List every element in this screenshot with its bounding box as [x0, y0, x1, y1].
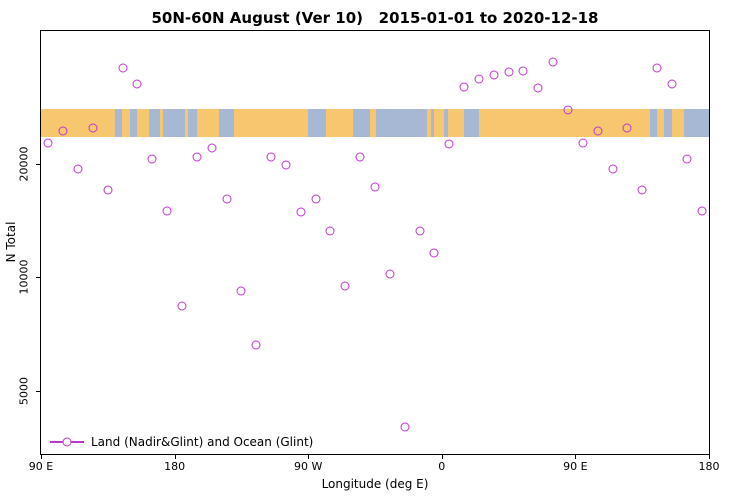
plot-area: Land (Nadir&Glint) and Ocean (Glint) 90 … — [18, 30, 720, 473]
data-point — [533, 83, 543, 93]
data-point — [489, 70, 499, 80]
y-tick-label: 10000 — [17, 259, 31, 295]
data-point — [667, 79, 677, 89]
data-point — [400, 422, 410, 432]
land-segment — [196, 108, 220, 138]
data-point — [459, 82, 469, 92]
data-point — [652, 63, 662, 73]
legend-marker-icon — [50, 437, 84, 448]
x-tick — [308, 454, 310, 459]
legend-label: Land (Nadir&Glint) and Ocean (Glint) — [91, 435, 314, 449]
data-point — [73, 164, 83, 174]
y-tick-label: 20000 — [17, 146, 31, 182]
data-point — [415, 226, 425, 236]
x-tick — [709, 454, 710, 459]
y-tick — [36, 163, 41, 165]
data-point — [474, 74, 484, 84]
x-tick-label: 0 — [438, 460, 446, 473]
x-tick — [575, 454, 577, 459]
map-band — [41, 108, 709, 138]
data-point — [281, 160, 291, 170]
x-axis-title: Longitude (deg E) — [321, 477, 429, 491]
land-segment — [184, 108, 188, 138]
data-point — [311, 194, 321, 204]
data-point — [340, 281, 350, 291]
data-point — [103, 185, 113, 195]
data-point — [118, 63, 128, 73]
data-point — [236, 286, 246, 296]
data-point — [637, 185, 647, 195]
land-segment — [656, 108, 665, 138]
data-point — [132, 79, 142, 89]
data-point — [177, 301, 187, 311]
legend-circle — [62, 437, 72, 447]
x-tick — [174, 454, 176, 459]
data-point — [385, 269, 395, 279]
x-tick — [441, 454, 443, 459]
x-tick-label: 90 W — [294, 460, 323, 473]
land-segment — [427, 108, 432, 138]
data-point — [518, 66, 528, 76]
data-point — [697, 206, 707, 216]
data-point — [608, 164, 617, 174]
land-segment — [447, 108, 464, 138]
chart-title: 50N-60N August (Ver 10) 2015-01-01 to 20… — [151, 9, 599, 27]
data-point — [162, 206, 172, 216]
land-segment — [122, 108, 130, 138]
land-segment — [137, 108, 150, 138]
legend: Land (Nadir&Glint) and Ocean (Glint) — [50, 435, 313, 449]
data-point — [147, 154, 157, 164]
land-segment — [326, 108, 353, 138]
data-point — [296, 207, 306, 217]
land-segment — [234, 108, 309, 138]
data-point — [504, 67, 514, 77]
data-point — [192, 152, 202, 162]
data-point — [578, 138, 588, 148]
x-tick — [41, 454, 42, 459]
data-point — [682, 154, 692, 164]
data-point — [548, 57, 558, 67]
land-segment — [370, 108, 377, 138]
data-point — [88, 123, 98, 133]
x-tick-label: 180 — [164, 460, 186, 473]
land-segment — [159, 108, 164, 138]
y-axis-title: N Total — [4, 221, 18, 263]
x-tick-label: 180 — [698, 460, 720, 473]
x-tick-label: 90 E — [28, 460, 54, 473]
data-point — [370, 182, 380, 192]
data-point — [429, 248, 439, 258]
y-tick-label: 5000 — [17, 376, 31, 405]
data-point — [251, 340, 261, 350]
data-point — [622, 123, 632, 133]
data-point — [593, 126, 603, 136]
y-tick — [36, 277, 41, 279]
data-point — [43, 138, 53, 148]
data-point — [444, 139, 454, 149]
data-point — [58, 126, 68, 136]
land-segment — [671, 108, 684, 138]
x-tick-label: 90 E — [563, 460, 588, 473]
data-point — [266, 152, 276, 162]
y-tick — [36, 390, 41, 392]
land-segment — [434, 108, 445, 138]
land-segment — [41, 108, 116, 138]
data-point — [325, 226, 335, 236]
data-point — [563, 105, 573, 115]
data-point — [222, 194, 232, 204]
data-point — [207, 143, 217, 153]
data-point — [355, 152, 365, 162]
